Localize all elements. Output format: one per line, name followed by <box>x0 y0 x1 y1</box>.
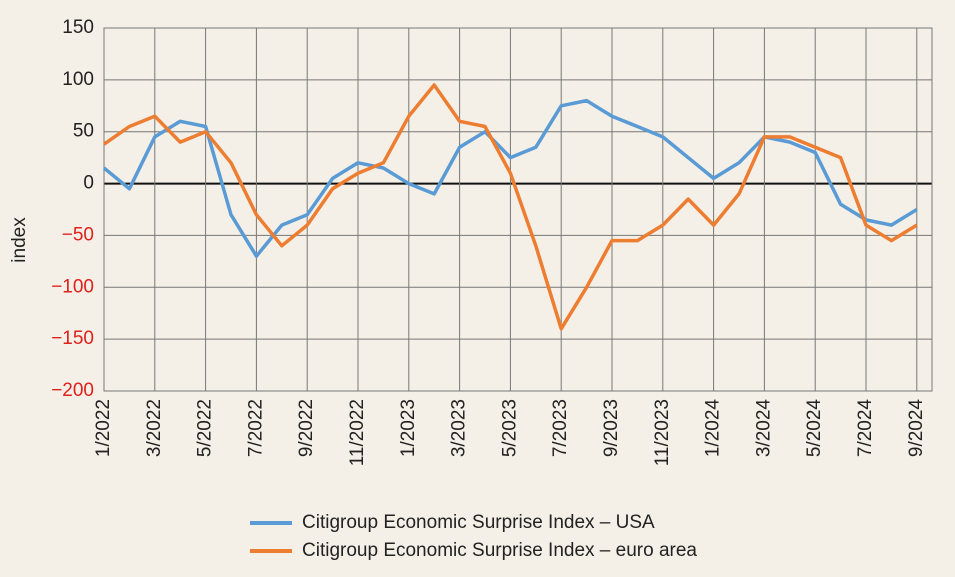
x-tick-label: 7/2023 <box>550 399 571 457</box>
plot-frame <box>103 27 933 392</box>
x-tick-label: 11/2022 <box>347 399 368 466</box>
y-tick-label: −150 <box>51 328 94 349</box>
x-tick-label: 3/2023 <box>449 399 470 457</box>
x-tick-label: 5/2022 <box>195 399 216 457</box>
series-line <box>102 98 918 258</box>
y-tick-label: 100 <box>62 69 94 90</box>
y-tick-label: 150 <box>62 17 94 38</box>
x-tick-label: 7/2024 <box>855 399 876 458</box>
x-tick-label: 9/2024 <box>906 399 927 458</box>
x-tick-label: 11/2023 <box>652 399 673 466</box>
y-axis-label: index <box>9 217 30 263</box>
y-tick-label: −100 <box>51 276 94 297</box>
x-tick-label: 7/2022 <box>245 399 266 457</box>
y-tick-label: 0 <box>83 173 94 194</box>
x-tick-label: 3/2024 <box>753 399 774 458</box>
x-tick-label: 9/2023 <box>601 399 622 457</box>
x-tick-label: 5/2024 <box>804 399 825 458</box>
y-tick-label: −50 <box>62 224 94 245</box>
y-tick-label: −200 <box>51 380 94 401</box>
series-line <box>102 83 918 331</box>
x-tick-label: 1/2023 <box>398 399 419 457</box>
legend-label: Citigroup Economic Surprise Index – USA <box>302 512 655 533</box>
x-tick-label: 5/2023 <box>499 399 520 457</box>
x-tick-label: 3/2022 <box>144 399 165 457</box>
x-tick-label: 9/2022 <box>296 399 317 457</box>
x-tick-label: 1/2024 <box>703 399 724 458</box>
legend-label: Citigroup Economic Surprise Index – euro… <box>302 540 697 561</box>
x-tick-label: 1/2022 <box>93 399 114 457</box>
y-tick-label: 50 <box>73 121 94 142</box>
